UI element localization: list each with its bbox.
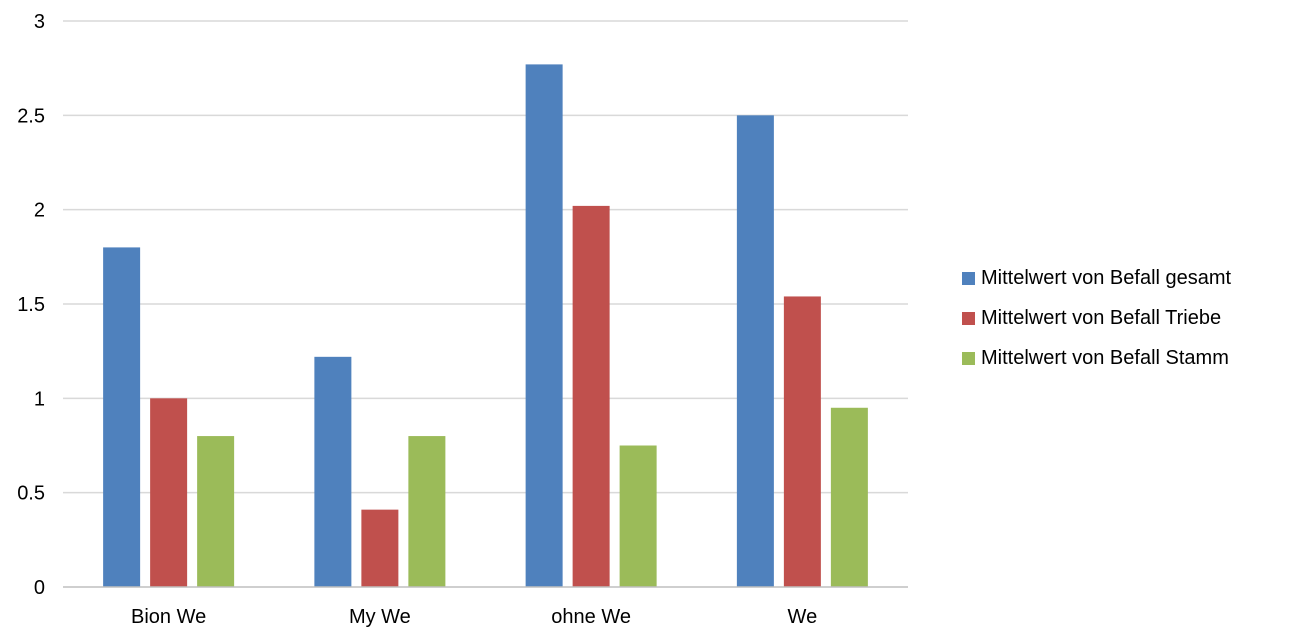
legend: Mittelwert von Befall gesamt Mittelwert v… [962,258,1292,378]
x-tick-label: We [788,606,818,628]
bar [783,296,821,587]
y-tick-label: 2 [34,200,45,222]
x-tick-label: Bion We [131,606,206,628]
bar [197,436,235,587]
y-tick-label: 1 [34,388,45,410]
legend-swatch [962,351,975,365]
bar [736,115,774,587]
bar [150,398,188,587]
bar [408,436,446,587]
bar [361,509,399,587]
legend-item: Mittelwert von Befall Triebe [962,298,1292,338]
gridlines [63,20,908,494]
legend-label: Mittelwert von Befall Triebe [981,306,1222,329]
legend-item: Mittelwert von Befall Stamm [962,338,1292,378]
x-tick-label: My We [349,606,411,628]
y-tick-label: 0 [34,577,45,599]
x-axis-ticks: Bion We My We ohne We We [131,606,817,628]
legend-swatch [962,271,975,285]
bar [525,64,563,588]
y-axis-ticks: 0 0.5 1 1.5 2 2.5 3 [17,11,45,599]
bar [572,205,610,588]
bar [103,247,141,587]
y-tick-label: 3 [34,11,45,33]
y-tick-label: 2.5 [17,105,45,127]
bar [314,356,352,587]
legend-swatch [962,311,975,325]
y-tick-label: 1.5 [17,294,45,316]
bar [830,407,868,587]
legend-label: Mittelwert von Befall Stamm [981,346,1229,369]
y-tick-label: 0.5 [17,483,45,505]
x-tick-label: ohne We [551,606,631,628]
bar [619,445,657,587]
bars [103,64,868,588]
legend-item: Mittelwert von Befall gesamt [962,258,1292,298]
legend-label: Mittelwert von Befall gesamt [981,266,1232,289]
